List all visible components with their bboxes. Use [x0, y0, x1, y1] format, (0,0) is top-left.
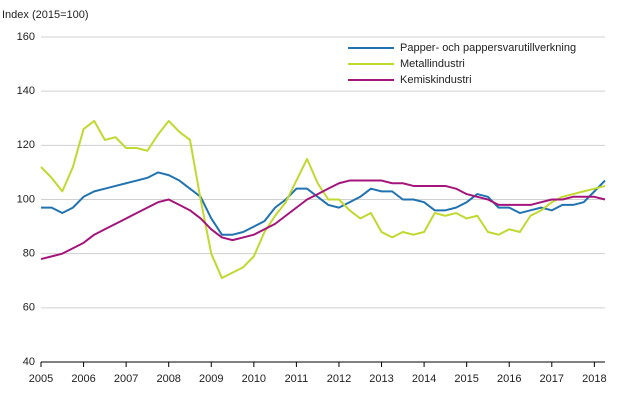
y-tick-label: 40	[23, 356, 35, 368]
legend-label: Kemiskindustri	[400, 74, 472, 86]
x-tick-label: 2012	[327, 373, 351, 385]
series-line	[41, 171, 606, 236]
y-tick-label: 60	[23, 302, 35, 314]
y-tick-label: 100	[17, 193, 35, 205]
x-tick-label: 2013	[369, 373, 393, 385]
x-tick-label: 2008	[156, 373, 180, 385]
y-tick-label: 120	[17, 139, 35, 151]
x-tick-label: 2014	[412, 373, 436, 385]
legend-label: Metallindustri	[400, 58, 465, 70]
legend-label: Papper- och pappersvarutillverkning	[400, 42, 576, 54]
y-tick-label: 160	[17, 31, 35, 43]
y-tick-label: 140	[17, 85, 35, 97]
x-tick-label: 2005	[29, 373, 53, 385]
series-line	[40, 179, 606, 261]
x-tick-label: 2018	[582, 373, 606, 385]
y-tick-label: 80	[23, 248, 35, 260]
x-tick-label: 2015	[454, 373, 478, 385]
x-tick-label: 2016	[497, 373, 521, 385]
x-tick-label: 2006	[71, 373, 95, 385]
x-tick-label: 2010	[242, 373, 266, 385]
x-tick-label: 2011	[285, 373, 309, 385]
x-tick-label: 2017	[540, 373, 564, 385]
x-tick-label: 2009	[199, 373, 223, 385]
y-axis-label: Index (2015=100)	[2, 9, 89, 21]
x-tick-label: 2007	[114, 373, 138, 385]
